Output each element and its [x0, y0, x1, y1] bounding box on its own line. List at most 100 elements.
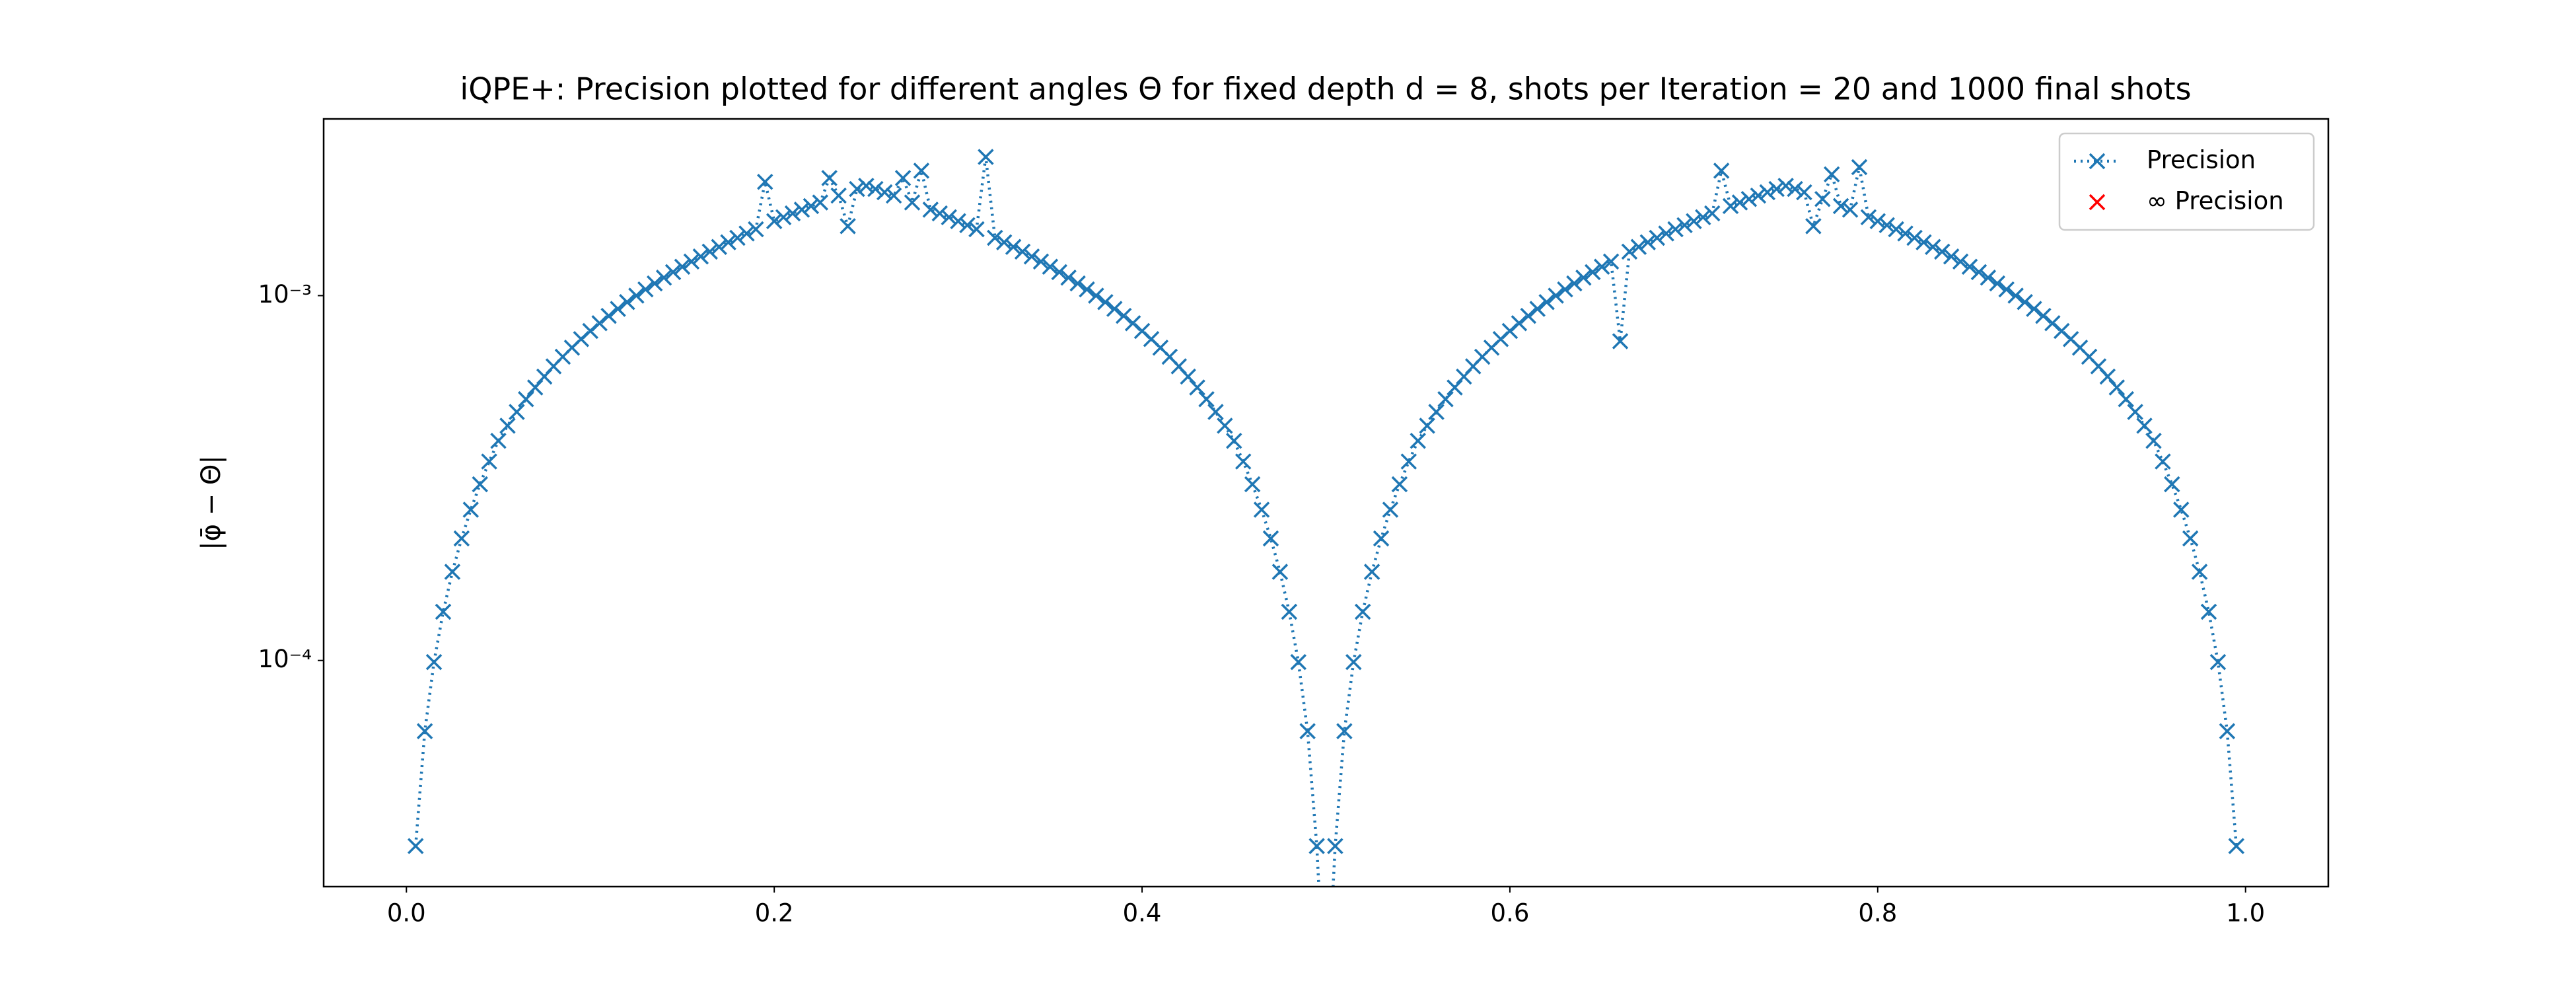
- marker: [1796, 184, 1812, 201]
- marker: [1520, 307, 1537, 324]
- marker: [1676, 217, 1693, 234]
- marker: [1437, 391, 1454, 408]
- marker: [793, 202, 810, 218]
- marker: [913, 163, 930, 179]
- marker: [1244, 476, 1261, 493]
- marker: [444, 564, 461, 580]
- marker: [674, 258, 691, 275]
- marker: [1612, 333, 1629, 349]
- marker: [1906, 229, 1923, 246]
- marker: [2108, 379, 2126, 396]
- marker: [683, 253, 700, 270]
- marker: [1621, 243, 1638, 260]
- marker: [1805, 218, 1822, 235]
- marker: [1511, 315, 1528, 332]
- marker: [1308, 838, 1325, 854]
- marker: [2228, 838, 2245, 854]
- marker: [1593, 258, 1610, 275]
- marker: [490, 432, 507, 449]
- marker: [655, 270, 672, 286]
- marker: [867, 180, 884, 198]
- marker: [950, 213, 966, 229]
- marker: [1649, 229, 1665, 246]
- marker: [1391, 476, 1408, 493]
- marker: [1198, 391, 1215, 408]
- marker: [1051, 264, 1067, 281]
- marker: [2026, 301, 2042, 317]
- marker: [1529, 301, 1546, 317]
- marker: [1088, 287, 1104, 304]
- marker: [1115, 307, 1132, 324]
- marker: [1428, 404, 1445, 420]
- marker: [2173, 501, 2190, 518]
- marker: [1354, 603, 1371, 620]
- marker: [509, 404, 525, 420]
- y-tick-label: 10⁻³: [258, 280, 312, 309]
- marker: [711, 239, 727, 255]
- marker: [1842, 202, 1859, 218]
- marker: [1226, 432, 1242, 449]
- marker: [518, 391, 534, 408]
- x-tick-label: 1.0: [2226, 899, 2265, 928]
- marker: [2035, 307, 2052, 324]
- marker: [1915, 234, 1932, 250]
- marker: [858, 177, 875, 194]
- marker: [637, 281, 654, 298]
- x-tick-label: 0.8: [1858, 899, 1897, 928]
- marker: [784, 205, 801, 222]
- marker: [435, 603, 452, 620]
- marker: [1639, 234, 1657, 250]
- marker: [738, 225, 755, 242]
- y-tick-label: 10⁻⁴: [258, 645, 312, 673]
- marker: [1667, 221, 1684, 238]
- chart-title: iQPE+: Precision plotted for different a…: [460, 71, 2191, 107]
- marker: [1079, 281, 1095, 298]
- marker: [1281, 603, 1298, 620]
- marker: [2155, 453, 2171, 470]
- marker: [1419, 418, 1435, 434]
- marker: [729, 229, 746, 246]
- marker: [904, 194, 921, 211]
- marker: [1345, 653, 1362, 671]
- marker: [1005, 239, 1022, 255]
- marker: [1731, 194, 1748, 211]
- marker: [968, 221, 985, 238]
- marker: [1851, 159, 1868, 176]
- marker: [481, 453, 497, 470]
- marker: [1253, 501, 1270, 518]
- marker: [610, 301, 626, 317]
- marker: [995, 234, 1013, 250]
- marker: [646, 275, 663, 292]
- legend-marker: [2089, 153, 2106, 170]
- marker: [1787, 180, 1803, 198]
- marker: [1060, 270, 1077, 286]
- x-tick-label: 0.2: [755, 899, 794, 928]
- marker: [775, 209, 792, 226]
- marker: [1538, 294, 1555, 311]
- marker: [1207, 404, 1224, 420]
- marker: [2118, 391, 2134, 408]
- marker: [2145, 432, 2162, 449]
- marker: [1180, 368, 1196, 385]
- marker: [987, 229, 1003, 246]
- marker: [1740, 190, 1758, 207]
- marker: [1980, 270, 1997, 286]
- marker: [416, 723, 433, 739]
- marker: [1447, 379, 1463, 396]
- marker: [1695, 209, 1711, 226]
- marker: [591, 315, 608, 332]
- marker: [2182, 530, 2199, 547]
- marker: [1189, 379, 1205, 396]
- marker: [1327, 838, 1343, 854]
- marker: [1860, 209, 1877, 226]
- marker: [2136, 418, 2153, 434]
- marker: [2099, 368, 2116, 385]
- marker: [1998, 281, 2015, 298]
- marker: [1234, 453, 1252, 470]
- marker: [1888, 221, 1904, 238]
- marker: [1970, 264, 1987, 281]
- axes-frame: [322, 118, 2330, 888]
- legend-label: Precision: [2147, 146, 2256, 174]
- marker: [941, 209, 957, 226]
- marker: [978, 149, 994, 165]
